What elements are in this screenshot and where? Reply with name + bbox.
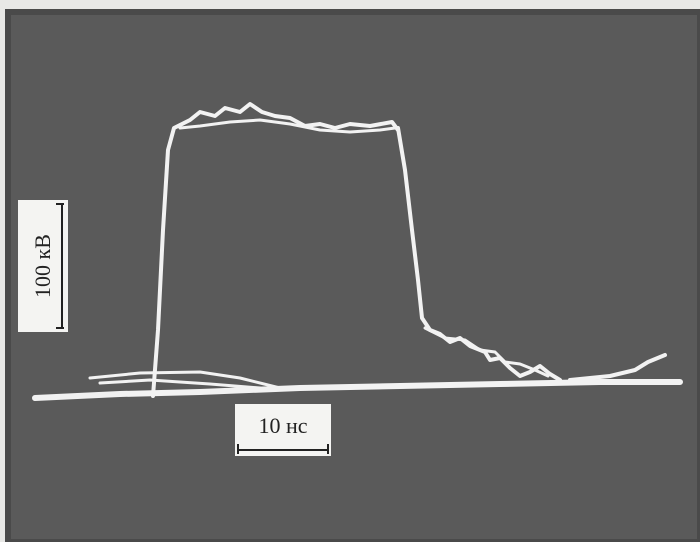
oscilloscope-screen [0, 0, 700, 542]
time-scale: 10 нс [235, 404, 331, 456]
time-scale-label: 10 нс [258, 413, 307, 439]
screen-background [8, 12, 700, 542]
voltage-scale: 100 кВ [18, 200, 68, 332]
oscillogram: 100 кВ 10 нс [0, 0, 700, 542]
voltage-scale-label: 100 кВ [30, 234, 56, 298]
